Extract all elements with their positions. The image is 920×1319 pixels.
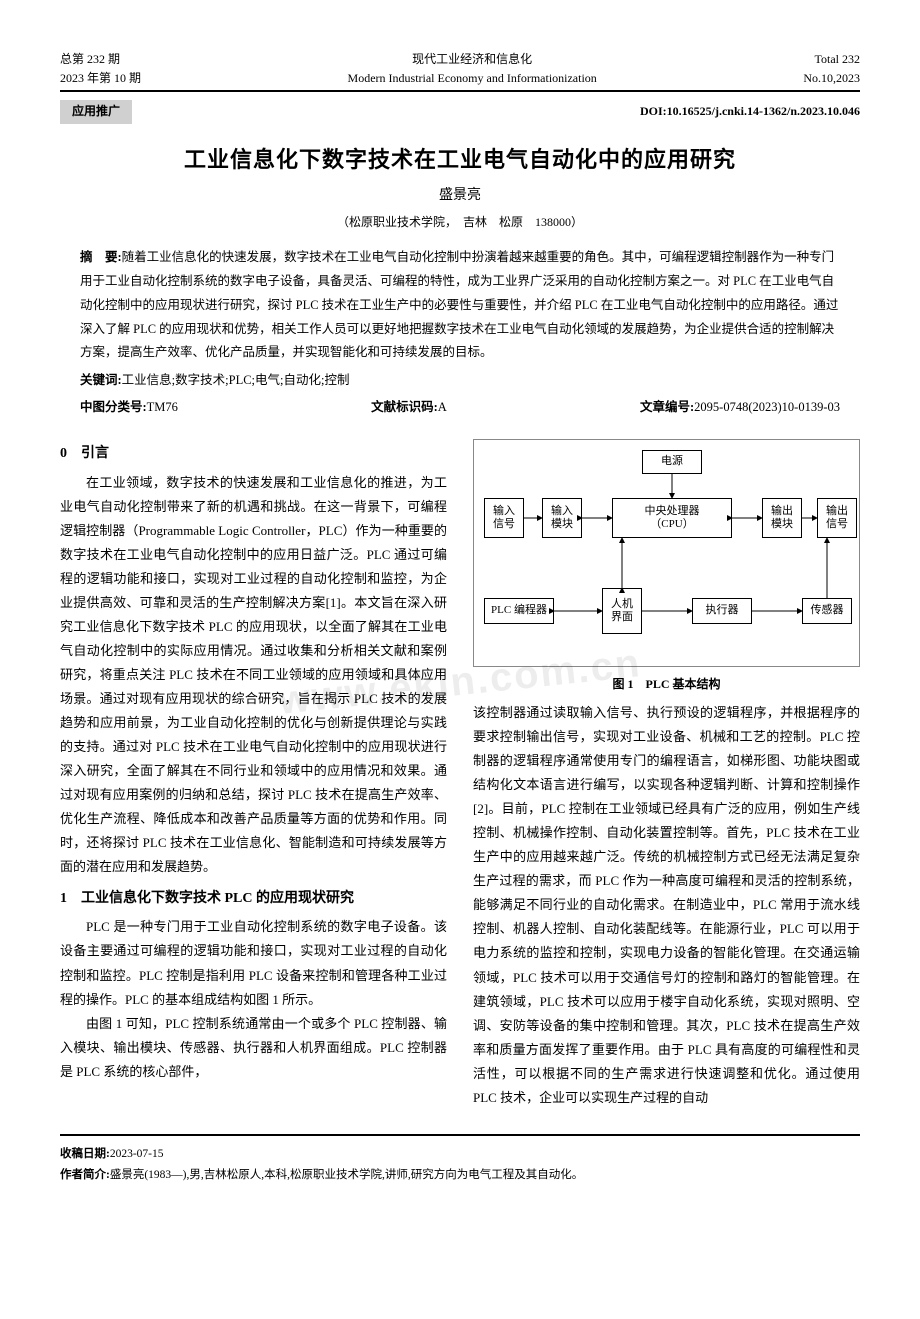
fig1-node-in_signal: 输入 信号 bbox=[484, 498, 524, 538]
abstract-text: 随着工业信息化的快速发展，数字技术在工业电气自动化控制中扮演着越来越重要的角色。… bbox=[80, 250, 838, 359]
keywords-label: 关键词: bbox=[80, 373, 122, 387]
journal-cn: 现代工业经济和信息化 bbox=[348, 50, 597, 69]
right-column: 电源输入 信号输入 模块中央处理器 （CPU） 输出 模块输出 信号 PLC 编程器… bbox=[473, 435, 860, 1110]
fig1-node-power: 电源 bbox=[642, 450, 702, 474]
bio-text: 盛景亮(1983—),男,吉林松原人,本科,松原职业技术学院,讲师,研究方向为电… bbox=[110, 1169, 583, 1181]
header-rule bbox=[60, 90, 860, 92]
author: 盛景亮 bbox=[60, 185, 860, 207]
body-columns: 0 引言 在工业领域，数字技术的快速发展和工业信息化的推进，为工业电气自动化控制… bbox=[60, 435, 860, 1110]
figure-1: 电源输入 信号输入 模块中央处理器 （CPU） 输出 模块输出 信号 PLC 编程器… bbox=[473, 439, 860, 667]
clc: TM76 bbox=[147, 400, 178, 414]
figure-1-caption: 图 1 PLC 基本结构 bbox=[473, 673, 860, 695]
section-1-title: 1 工业信息化下数字技术 PLC 的应用现状研究 bbox=[60, 886, 447, 912]
abstract-label: 摘 要: bbox=[80, 250, 122, 264]
page-header: 总第 232 期 2023 年第 10 期 现代工业经济和信息化 Modern … bbox=[60, 50, 860, 88]
fig1-node-out_signal: 输出 信号 bbox=[817, 498, 857, 538]
figure-1-diagram: 电源输入 信号输入 模块中央处理器 （CPU）输出 模块输出 信号PLC 编程器… bbox=[482, 448, 851, 658]
left-column: 0 引言 在工业领域，数字技术的快速发展和工业信息化的推进，为工业电气自动化控制… bbox=[60, 435, 447, 1110]
recv-date: 2023-07-15 bbox=[110, 1148, 164, 1160]
keywords: 关键词:工业信息;数字技术;PLC;电气;自动化;控制 bbox=[80, 369, 840, 393]
no-en: No.10,2023 bbox=[803, 69, 860, 88]
issue-year-cn: 2023 年第 10 期 bbox=[60, 69, 141, 88]
fig1-node-hmi: 人机 界面 bbox=[602, 588, 642, 634]
meta-row: 中图分类号:TM76 文献标识码:A 文章编号:2095-0748(2023)1… bbox=[80, 397, 840, 417]
fig1-node-sensor: 传感器 bbox=[802, 598, 852, 624]
total-en: Total 232 bbox=[803, 50, 860, 69]
right-p1: 该控制器通过读取输入信号、执行预设的逻辑程序，并根据程序的要求控制输出信号，实现… bbox=[473, 701, 860, 1110]
journal-en: Modern Industrial Economy and Informatio… bbox=[348, 69, 597, 88]
clc-label: 中图分类号: bbox=[80, 400, 147, 414]
paper-title: 工业信息化下数字技术在工业电气自动化中的应用研究 bbox=[60, 142, 860, 177]
bio-label: 作者简介: bbox=[60, 1169, 110, 1181]
issue-total-cn: 总第 232 期 bbox=[60, 50, 141, 69]
footer: 收稿日期:2023-07-15 作者简介:盛景亮(1983—),男,吉林松原人,… bbox=[60, 1134, 860, 1185]
fig1-node-programmer: PLC 编程器 bbox=[484, 598, 554, 624]
abstract: 摘 要:随着工业信息化的快速发展，数字技术在工业电气自动化控制中扮演着越来越重要… bbox=[80, 246, 840, 365]
doc-code-label: 文献标识码: bbox=[371, 400, 438, 414]
section-1-p2: 由图 1 可知，PLC 控制系统通常由一个或多个 PLC 控制器、输入模块、输出… bbox=[60, 1012, 447, 1084]
section-0-title: 0 引言 bbox=[60, 441, 447, 467]
affiliation: （松原职业技术学院， 吉林 松原 138000） bbox=[60, 213, 860, 232]
section-0-p1: 在工业领域，数字技术的快速发展和工业信息化的推进，为工业电气自动化控制带来了新的… bbox=[60, 471, 447, 880]
fig1-node-cpu: 中央处理器 （CPU） bbox=[612, 498, 732, 538]
article-id-label: 文章编号: bbox=[640, 400, 694, 414]
doc-code: A bbox=[438, 400, 447, 414]
fig1-node-in_module: 输入 模块 bbox=[542, 498, 582, 538]
keywords-text: 工业信息;数字技术;PLC;电气;自动化;控制 bbox=[122, 373, 350, 387]
fig1-node-actuator: 执行器 bbox=[692, 598, 752, 624]
section-1-p1: PLC 是一种专门用于工业自动化控制系统的数字电子设备。该设备主要通过可编程的逻… bbox=[60, 915, 447, 1011]
doi: DOI:10.16525/j.cnki.14-1362/n.2023.10.04… bbox=[640, 102, 860, 121]
article-id: 2095-0748(2023)10-0139-03 bbox=[694, 400, 840, 414]
recv-label: 收稿日期: bbox=[60, 1148, 110, 1160]
section-tag: 应用推广 bbox=[60, 100, 132, 123]
fig1-node-out_module: 输出 模块 bbox=[762, 498, 802, 538]
